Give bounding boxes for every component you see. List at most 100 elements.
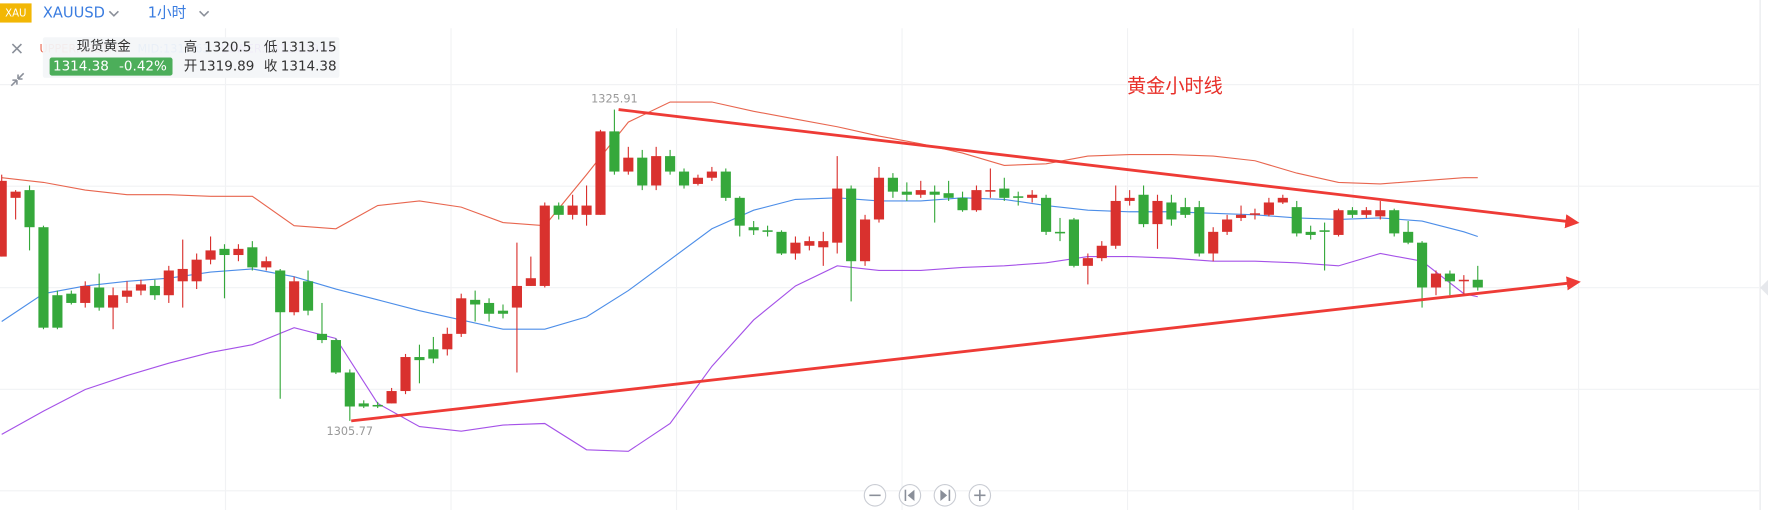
candle-body <box>10 191 21 198</box>
candle-body <box>344 372 355 407</box>
candle-body <box>1013 196 1024 198</box>
candle-body <box>38 227 49 328</box>
candle-body <box>1389 210 1400 234</box>
candle-body <box>163 270 174 296</box>
candle-body <box>330 340 341 373</box>
candle-body <box>121 290 133 297</box>
candle-body <box>428 349 439 359</box>
candle-body <box>108 295 119 308</box>
candle-body <box>581 205 592 215</box>
candle-body <box>1249 213 1261 215</box>
price-badge <box>49 57 173 76</box>
candle-body <box>66 293 77 303</box>
candle-body <box>1096 245 1107 259</box>
candle-body <box>1027 194 1038 198</box>
candle-body <box>748 227 759 231</box>
tooltip-price: 1314.38 <box>53 59 109 75</box>
tooltip-low-label: 低 <box>264 39 278 55</box>
candle-body <box>873 177 885 220</box>
collapse-button[interactable] <box>10 72 25 87</box>
candle-body <box>734 197 745 226</box>
zoom-in-button[interactable] <box>968 484 992 507</box>
price-marker <box>1760 279 1768 296</box>
interval[interactable]: 1小时 <box>148 5 187 22</box>
candle-body <box>637 157 648 186</box>
trend-line <box>351 276 1581 423</box>
candle-body <box>915 190 926 195</box>
candle-body <box>832 188 843 243</box>
tooltip-high: 1320.5 <box>204 39 251 55</box>
plot: 1325.91 1305.77 <box>0 92 1581 452</box>
candle-body <box>609 131 620 172</box>
trend-line <box>618 108 1580 229</box>
candle-body <box>1041 197 1052 232</box>
candle-body <box>94 287 105 308</box>
band-line <box>1 252 1478 452</box>
candle-body <box>1333 210 1344 235</box>
candle-body <box>1110 200 1121 246</box>
candle-body <box>1347 210 1358 215</box>
candle-body <box>901 191 912 195</box>
candle-body <box>1166 202 1177 220</box>
chart-title: 黄金小时线 <box>1127 74 1223 97</box>
dropdown-arrow[interactable] <box>199 10 210 17</box>
candle-body <box>665 156 676 172</box>
candle-body <box>1235 214 1247 218</box>
candle-body <box>692 177 704 184</box>
candle-body <box>1222 219 1233 232</box>
candle-body <box>720 171 731 198</box>
candle-body <box>1291 207 1302 234</box>
candle-body <box>372 404 383 407</box>
candle-body <box>302 281 314 311</box>
candle-body <box>1319 230 1330 232</box>
candle-body <box>1305 231 1316 235</box>
candle-body <box>957 197 968 211</box>
candle-body <box>1263 202 1274 215</box>
candle-body <box>358 403 369 407</box>
candle-body <box>1277 197 1288 203</box>
tooltip-close-label: 收 <box>264 59 278 75</box>
candle-body <box>567 205 578 215</box>
candle-body <box>678 171 690 186</box>
candle-body <box>706 171 717 178</box>
candle-body <box>205 250 216 260</box>
tooltip-high-label: 高 <box>184 38 198 55</box>
candle-body <box>1194 207 1205 254</box>
band-line <box>1 101 1478 230</box>
candle-body <box>219 248 230 256</box>
candle-body <box>1444 273 1455 282</box>
candle-body <box>135 284 147 291</box>
symbol[interactable]: XAUUSD <box>43 5 105 22</box>
candle-body <box>470 299 481 305</box>
candle-body <box>400 357 411 392</box>
symbol-icon[interactable] <box>0 3 32 23</box>
zoom-out-button[interactable] <box>863 484 887 507</box>
candle-body <box>149 285 160 296</box>
candle-body <box>929 191 940 195</box>
dropdown-arrow[interactable] <box>108 10 119 17</box>
candle-body <box>456 298 467 334</box>
candle-body <box>943 193 954 198</box>
candle-body <box>1068 219 1080 266</box>
candle-body <box>386 391 397 404</box>
candle-body <box>623 157 634 172</box>
candle-body <box>1416 242 1428 288</box>
candle-body <box>539 205 550 286</box>
close-button[interactable] <box>11 43 22 54</box>
candle-body <box>1403 231 1414 243</box>
candle-body <box>442 333 453 350</box>
candle-body <box>0 180 7 257</box>
scroll-end-button[interactable] <box>933 484 957 507</box>
candle-body <box>1430 273 1442 288</box>
candle-body <box>985 190 996 192</box>
candle-body <box>651 156 662 186</box>
candle-body <box>1138 194 1149 225</box>
min-label: 1305.77 <box>327 425 374 438</box>
candle-body <box>247 247 258 268</box>
candle-body <box>1458 279 1469 282</box>
candle-body <box>846 188 857 262</box>
scroll-start-button[interactable] <box>898 484 922 507</box>
candle-body <box>191 259 202 282</box>
tooltip-close: 1314.38 <box>281 59 337 75</box>
